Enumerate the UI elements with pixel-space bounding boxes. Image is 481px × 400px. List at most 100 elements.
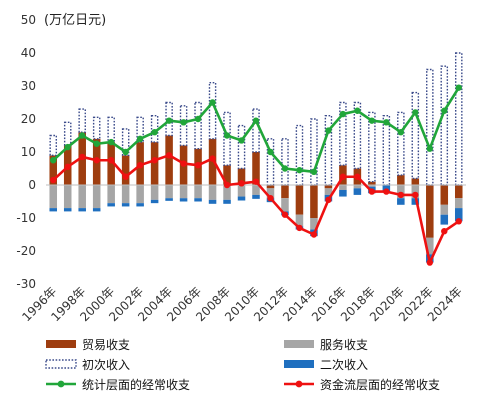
point-资金流层面的经常收支-2018年 <box>368 188 376 195</box>
bar-贸易收支-2014年 <box>310 185 318 218</box>
point-资金流层面的经常收支-2013年 <box>296 224 303 232</box>
bar-贸易收支-2022年 <box>426 185 434 238</box>
bar-二次收入-2001年 <box>121 203 130 207</box>
bar-初次收入-2002年 <box>136 116 144 143</box>
point-统计层面的经常收支-2021年 <box>412 109 419 116</box>
point-资金流层面的经常收支-2014年 <box>310 231 318 238</box>
point-资金流层面的经常收支-2001年 <box>122 173 129 180</box>
bar-二次收入-2004年 <box>165 198 173 201</box>
point-资金流层面的经常收支-2011年 <box>267 195 274 202</box>
point-资金流层面的经常收支-2019年 <box>383 188 390 195</box>
bar-服务收支-2015年 <box>324 188 333 195</box>
bar-服务收支-2003年 <box>150 185 159 200</box>
bar-二次收入-2023年 <box>440 214 449 225</box>
point-资金流层面的经常收支-2008年 <box>223 181 231 189</box>
point-统计层面的经常收支-2015年 <box>325 127 332 134</box>
bar-初次收入-2017年 <box>353 101 362 170</box>
bar-贸易收支-2013年 <box>295 185 304 215</box>
bar-初次收入-2013年 <box>295 124 304 186</box>
bar-初次收入-2014年 <box>310 118 318 186</box>
point-统计层面的经常收支-2000年 <box>107 138 115 146</box>
bar-服务收支-2014年 <box>310 218 318 230</box>
bar-二次收入-1996年 <box>49 208 58 212</box>
bar-服务收支-2018年 <box>368 185 376 187</box>
point-资金流层面的经常收支-1998年 <box>79 153 86 161</box>
bar-二次收入-2010年 <box>252 194 260 199</box>
legend-swatch-服务收支 <box>284 340 314 348</box>
bar-服务收支-2021年 <box>411 185 420 199</box>
bar-二次收入-2021年 <box>411 198 420 205</box>
bar-贸易收支-2023年 <box>440 185 449 205</box>
bar-服务收支-2024年 <box>454 198 463 209</box>
legend-label: 二次收入 <box>320 358 368 372</box>
bar-二次收入-2002年 <box>136 203 144 207</box>
point-资金流层面的经常收支-2024年 <box>455 218 462 225</box>
point-资金流层面的经常收支-2006年 <box>194 162 202 169</box>
bar-贸易收支-2001年 <box>121 155 130 185</box>
bar-贸易收支-2012年 <box>281 185 289 199</box>
y-tick-label: -10 <box>16 211 36 225</box>
bar-series <box>49 52 463 263</box>
bar-二次收入-1998年 <box>78 208 86 212</box>
bar-初次收入-2021年 <box>411 91 420 180</box>
bar-贸易收支-2024年 <box>454 185 463 199</box>
point-统计层面的经常收支-2007年 <box>209 99 216 106</box>
point-统计层面的经常收支-2012年 <box>281 165 289 172</box>
bar-服务收支-2006年 <box>194 185 202 199</box>
point-统计层面的经常收支-2017年 <box>354 107 361 114</box>
y-tick-label: 20 <box>21 112 36 126</box>
point-资金流层面的经常收支-2003年 <box>151 157 158 164</box>
point-统计层面的经常收支-2005年 <box>180 119 187 126</box>
point-统计层面的经常收支-2020年 <box>397 129 405 136</box>
y-tick-label: 50 <box>21 13 36 27</box>
point-统计层面的经常收支-2004年 <box>165 117 173 124</box>
bar-初次收入-2023年 <box>440 65 449 186</box>
bar-二次收入-2007年 <box>208 199 217 204</box>
bar-二次收入-2019年 <box>382 185 391 192</box>
point-统计层面的经常收支-2009年 <box>238 137 245 144</box>
bar-贸易收支-2000年 <box>107 142 115 185</box>
bar-二次收入-2016年 <box>339 189 347 197</box>
y-tick-label: 10 <box>21 145 36 159</box>
bar-初次收入-2019年 <box>382 114 391 186</box>
bar-服务收支-1997年 <box>63 185 72 209</box>
y-tick-label: 0 <box>28 178 36 192</box>
bar-服务收支-2005年 <box>179 185 188 199</box>
point-资金流层面的经常收支-2004年 <box>165 152 173 159</box>
bar-服务收支-2000年 <box>107 185 115 204</box>
bar-服务收支-1999年 <box>92 185 101 209</box>
point-资金流层面的经常收支-2012年 <box>281 211 289 218</box>
bar-初次收入-2009年 <box>237 124 246 170</box>
point-资金流层面的经常收支-2017年 <box>354 173 361 180</box>
point-资金流层面的经常收支-2007年 <box>209 155 216 162</box>
point-资金流层面的经常收支-2020年 <box>397 191 405 199</box>
bar-贸易收支-2021年 <box>411 178 420 185</box>
point-统计层面的经常收支-1998年 <box>79 132 86 139</box>
bar-初次收入-2020年 <box>397 111 405 176</box>
bar-服务收支-2011年 <box>266 188 275 199</box>
bar-贸易收支-2018年 <box>368 181 376 185</box>
legend-marker-资金流层面的经常收支 <box>295 380 303 388</box>
point-统计层面的经常收支-2023年 <box>441 107 448 114</box>
point-统计层面的经常收支-1997年 <box>64 143 71 151</box>
bar-初次收入-2007年 <box>208 81 217 140</box>
bar-服务收支-2001年 <box>121 185 130 204</box>
point-统计层面的经常收支-2014年 <box>310 168 318 175</box>
y-tick-label: 40 <box>21 46 36 60</box>
bar-贸易收支-1996年 <box>49 155 58 185</box>
bar-贸易收支-2011年 <box>266 185 275 189</box>
point-统计层面的经常收支-2010年 <box>252 117 260 124</box>
bar-二次收入-1997年 <box>63 208 72 212</box>
bar-初次收入-2016年 <box>339 101 347 166</box>
point-统计层面的经常收支-2019年 <box>383 119 390 126</box>
bar-服务收支-2007年 <box>208 185 217 200</box>
bar-初次收入-2018年 <box>368 111 376 183</box>
bar-服务收支-2010年 <box>252 185 260 195</box>
bar-二次收入-2020年 <box>397 198 405 205</box>
bar-二次收入-2009年 <box>237 196 246 201</box>
bar-服务收支-1998年 <box>78 185 86 209</box>
legend-swatch-二次收入 <box>284 360 314 368</box>
bar-初次收入-1998年 <box>78 108 86 133</box>
